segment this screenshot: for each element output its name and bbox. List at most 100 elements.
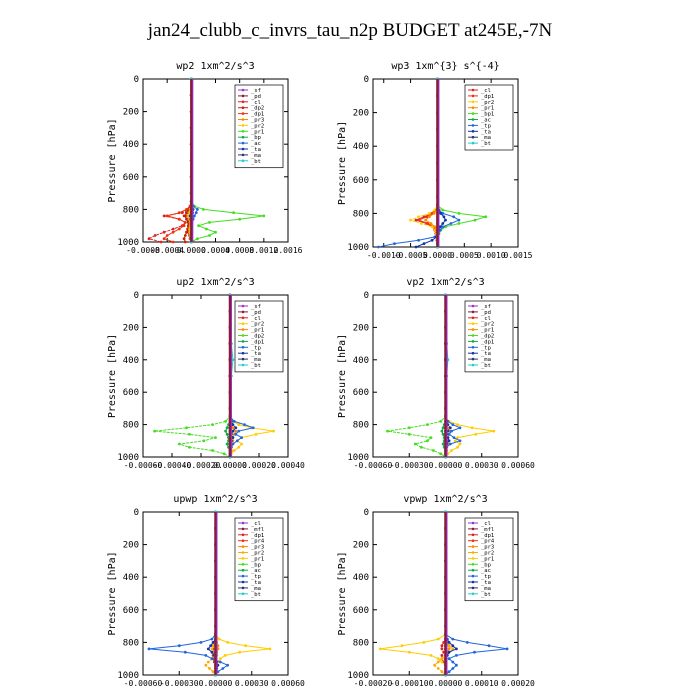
- legend-marker: [241, 521, 245, 525]
- series-point: [448, 442, 452, 446]
- legend-marker: [241, 147, 245, 151]
- y-tick-label: 400: [353, 356, 369, 366]
- series-point: [440, 654, 444, 657]
- y-tick-label: 1000: [347, 453, 369, 463]
- series-point: [202, 208, 205, 211]
- legend-marker: [241, 141, 245, 145]
- x-tick-label: -0.00020: [354, 679, 393, 688]
- series-point: [202, 439, 206, 443]
- panel-title: wp2 1xm^2/s^3: [176, 61, 254, 72]
- series-point: [211, 670, 215, 674]
- y-tick-label: 800: [353, 209, 369, 219]
- series-point: [185, 230, 188, 234]
- x-tick-label: 0.00060: [501, 461, 535, 470]
- x-tick-label: -0.0005: [394, 251, 428, 260]
- series-point: [197, 224, 201, 228]
- legend-label: _pr3: [481, 545, 494, 551]
- series-point: [433, 663, 436, 667]
- series-point: [218, 660, 222, 664]
- legend-label: _ac: [481, 568, 491, 574]
- legend-marker: [241, 346, 245, 349]
- series-point: [188, 445, 191, 449]
- x-tick-label: 0.00060: [271, 679, 305, 688]
- series-point: [185, 426, 188, 430]
- series-point: [426, 439, 429, 443]
- series-point: [232, 449, 236, 452]
- y-tick-label: 0: [364, 75, 369, 85]
- series-point: [414, 218, 418, 222]
- chart-panel-1: wp2 1xm^2/s^3 Pressure [hPa] 0 200 400 600 800…: [107, 61, 303, 255]
- chart-panel-2: wp3 1xm^{3} s^{-4} Pressure [hPa] 0 200 400 6…: [337, 61, 533, 260]
- legend-label: _cl: [251, 521, 261, 527]
- x-tick-label: -0.00060: [124, 461, 163, 470]
- legend-marker: [471, 124, 475, 127]
- legend-marker: [241, 124, 245, 127]
- legend-marker: [471, 328, 475, 331]
- series-point: [214, 436, 217, 439]
- series-point: [217, 637, 221, 641]
- legend-label: _bt: [481, 141, 491, 147]
- series-point: [235, 439, 239, 443]
- series-point: [386, 429, 389, 433]
- series-point: [428, 212, 431, 215]
- x-tick-label: -0.00060: [124, 679, 163, 688]
- legend-label: _dp1: [251, 112, 264, 118]
- series-point: [204, 663, 208, 667]
- series-point: [208, 667, 211, 670]
- series-point: [182, 237, 186, 241]
- legend-label: _ta: [481, 580, 491, 586]
- panel-title: upwp 1xm^2/s^3: [173, 494, 257, 505]
- series-point: [224, 420, 228, 423]
- series-point: [159, 240, 163, 244]
- legend-label: _sf: [481, 304, 491, 310]
- series-point: [451, 637, 455, 641]
- legend-marker: [471, 340, 475, 343]
- y-tick-label: 1000: [117, 671, 139, 681]
- legend-label: _ma: [481, 135, 491, 141]
- series-point: [441, 432, 445, 436]
- series-point: [196, 237, 199, 241]
- x-tick-label: 0.0016: [274, 246, 303, 255]
- series-point: [183, 240, 187, 244]
- legend-label: _bt: [481, 592, 491, 598]
- series-point: [234, 426, 238, 430]
- x-tick-label: -0.00010: [390, 679, 429, 688]
- legend-marker: [241, 322, 245, 326]
- series-point: [487, 644, 491, 648]
- x-tick-label: 0.0000: [423, 251, 452, 260]
- y-axis-label: Pressure [hPa]: [107, 118, 118, 202]
- legend: _sf_pd_cl_pr2_pr1_dp2_dp1_tp_ta_ma_bt: [464, 300, 514, 373]
- x-tick-label: 0.00030: [235, 679, 269, 688]
- series-point: [237, 423, 241, 426]
- series-point: [422, 641, 426, 644]
- x-tick-label: -0.00020: [182, 461, 221, 470]
- series-point: [226, 641, 230, 644]
- y-axis-label: Pressure [hPa]: [337, 334, 348, 418]
- legend-label: _dp1: [481, 94, 494, 100]
- series-point: [206, 660, 210, 664]
- legend-marker: [471, 592, 475, 596]
- legend-marker: [471, 574, 475, 578]
- y-tick-label: 800: [353, 421, 369, 431]
- series-point: [231, 436, 235, 439]
- series-point: [240, 436, 244, 439]
- series-point: [451, 423, 455, 426]
- series-point: [441, 222, 445, 225]
- series-point: [413, 442, 417, 446]
- series-point: [400, 644, 404, 648]
- legend-label: _ac: [481, 118, 491, 124]
- legend-marker: [471, 141, 475, 145]
- series-point: [183, 650, 187, 654]
- legend-label: _cl: [251, 100, 261, 106]
- panel-title: vp2 1xm^2/s^3: [406, 277, 484, 288]
- legend-marker: [241, 586, 245, 590]
- series-point: [377, 245, 380, 249]
- series-point: [426, 423, 429, 426]
- series-point: [447, 432, 451, 436]
- legend-marker: [241, 580, 245, 584]
- legend: _cl_dp1_pr2_pr1_bp1_ac_tp_ta_ma_bt: [464, 84, 514, 151]
- legend-marker: [241, 88, 245, 92]
- series-point: [457, 212, 461, 215]
- y-tick-label: 200: [353, 541, 369, 551]
